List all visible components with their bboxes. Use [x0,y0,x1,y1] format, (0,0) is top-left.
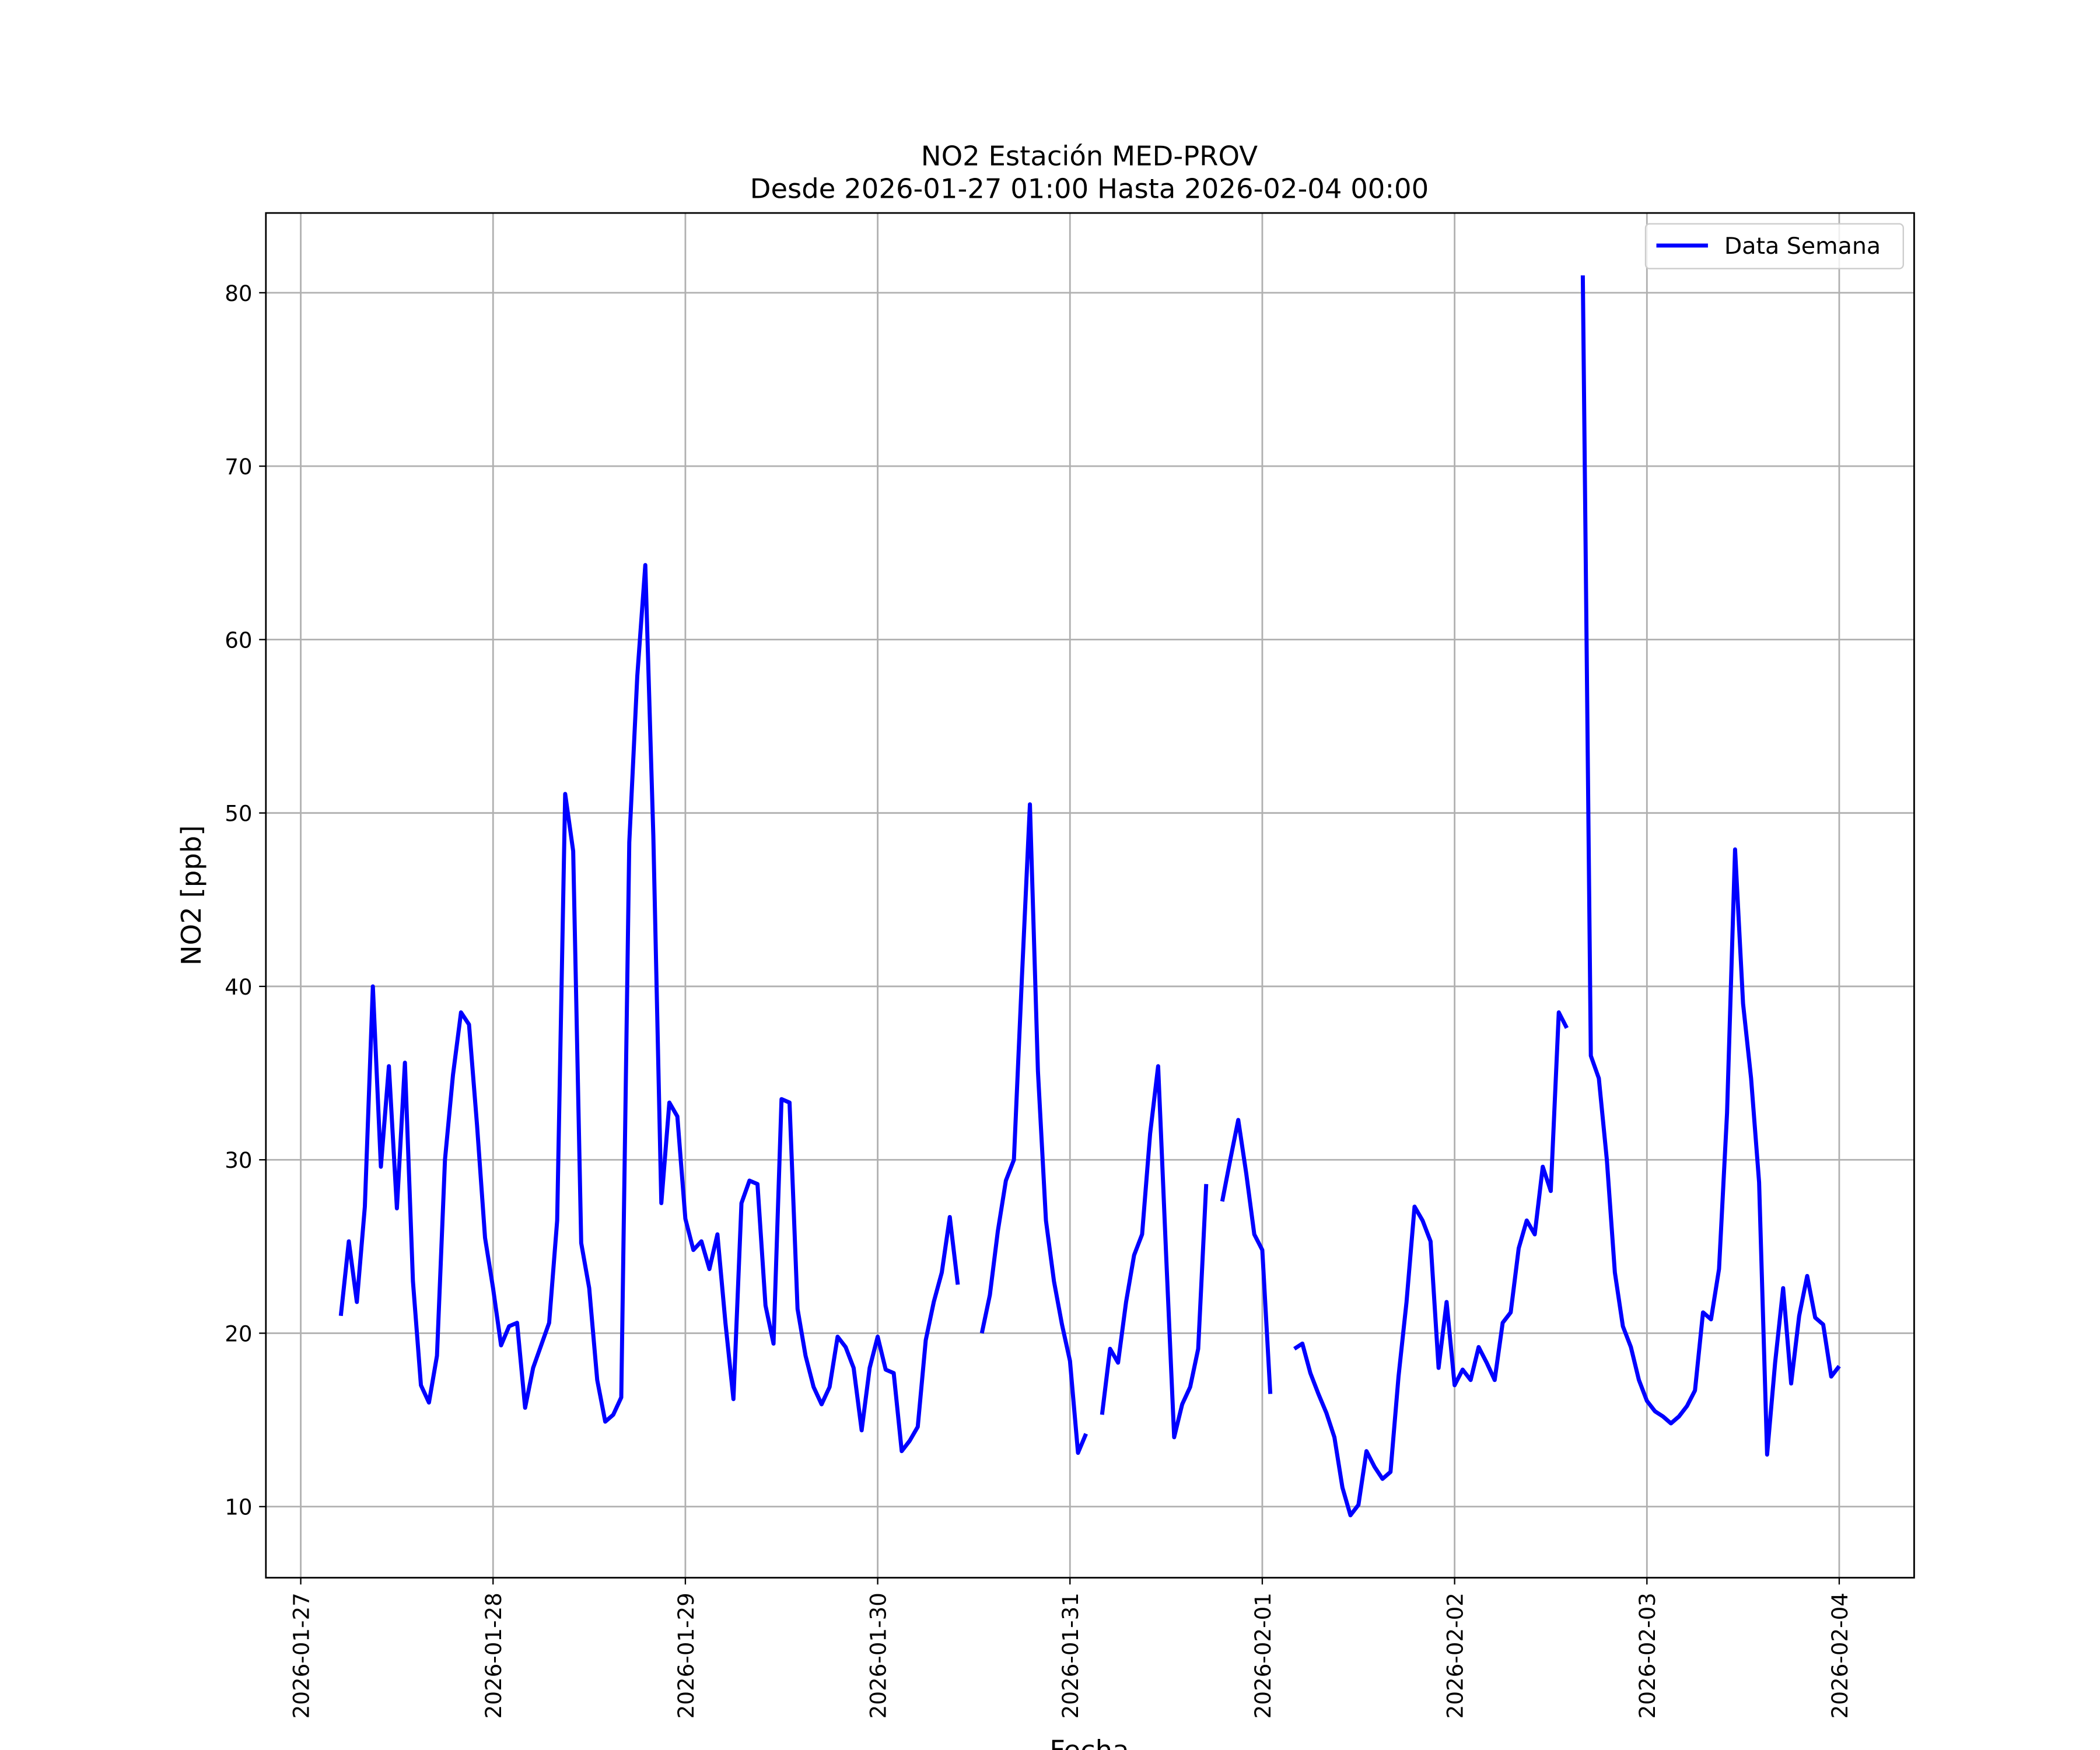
chart-subtitle: Desde 2026-01-27 01:00 Hasta 2026-02-04 … [750,173,1429,205]
x-tick-label: 2026-01-27 [289,1592,314,1718]
y-tick-label: 20 [225,1321,252,1346]
chart-title: NO2 Estación MED-PROV [921,141,1258,172]
x-tick-label: 2026-02-03 [1634,1592,1660,1718]
y-tick-label: 40 [225,974,252,1000]
y-tick-label: 80 [225,281,252,306]
x-axis-label: Fecha [1049,1734,1129,1750]
x-tick-label: 2026-01-30 [866,1592,891,1718]
plot-frame [265,212,1915,1579]
legend-box [1644,223,1904,270]
x-tick-label: 2026-01-31 [1058,1592,1083,1718]
x-tick-label: 2026-02-02 [1443,1592,1468,1718]
y-tick-label: 50 [225,801,252,827]
y-tick-label: 70 [225,454,252,480]
legend-label: Data Semana [1724,233,1881,260]
y-tick-label: 30 [225,1147,252,1173]
x-tick-label: 2026-02-04 [1827,1592,1853,1718]
x-tick-label: 2026-01-29 [673,1592,699,1718]
x-tick-label: 2026-01-28 [481,1592,506,1718]
y-tick-label: 10 [225,1494,252,1520]
y-axis-label: NO2 [ppb] [176,825,207,966]
data-line [338,275,1841,1518]
y-tick-label: 60 [225,627,252,653]
x-tick-label: 2026-02-01 [1250,1592,1276,1718]
